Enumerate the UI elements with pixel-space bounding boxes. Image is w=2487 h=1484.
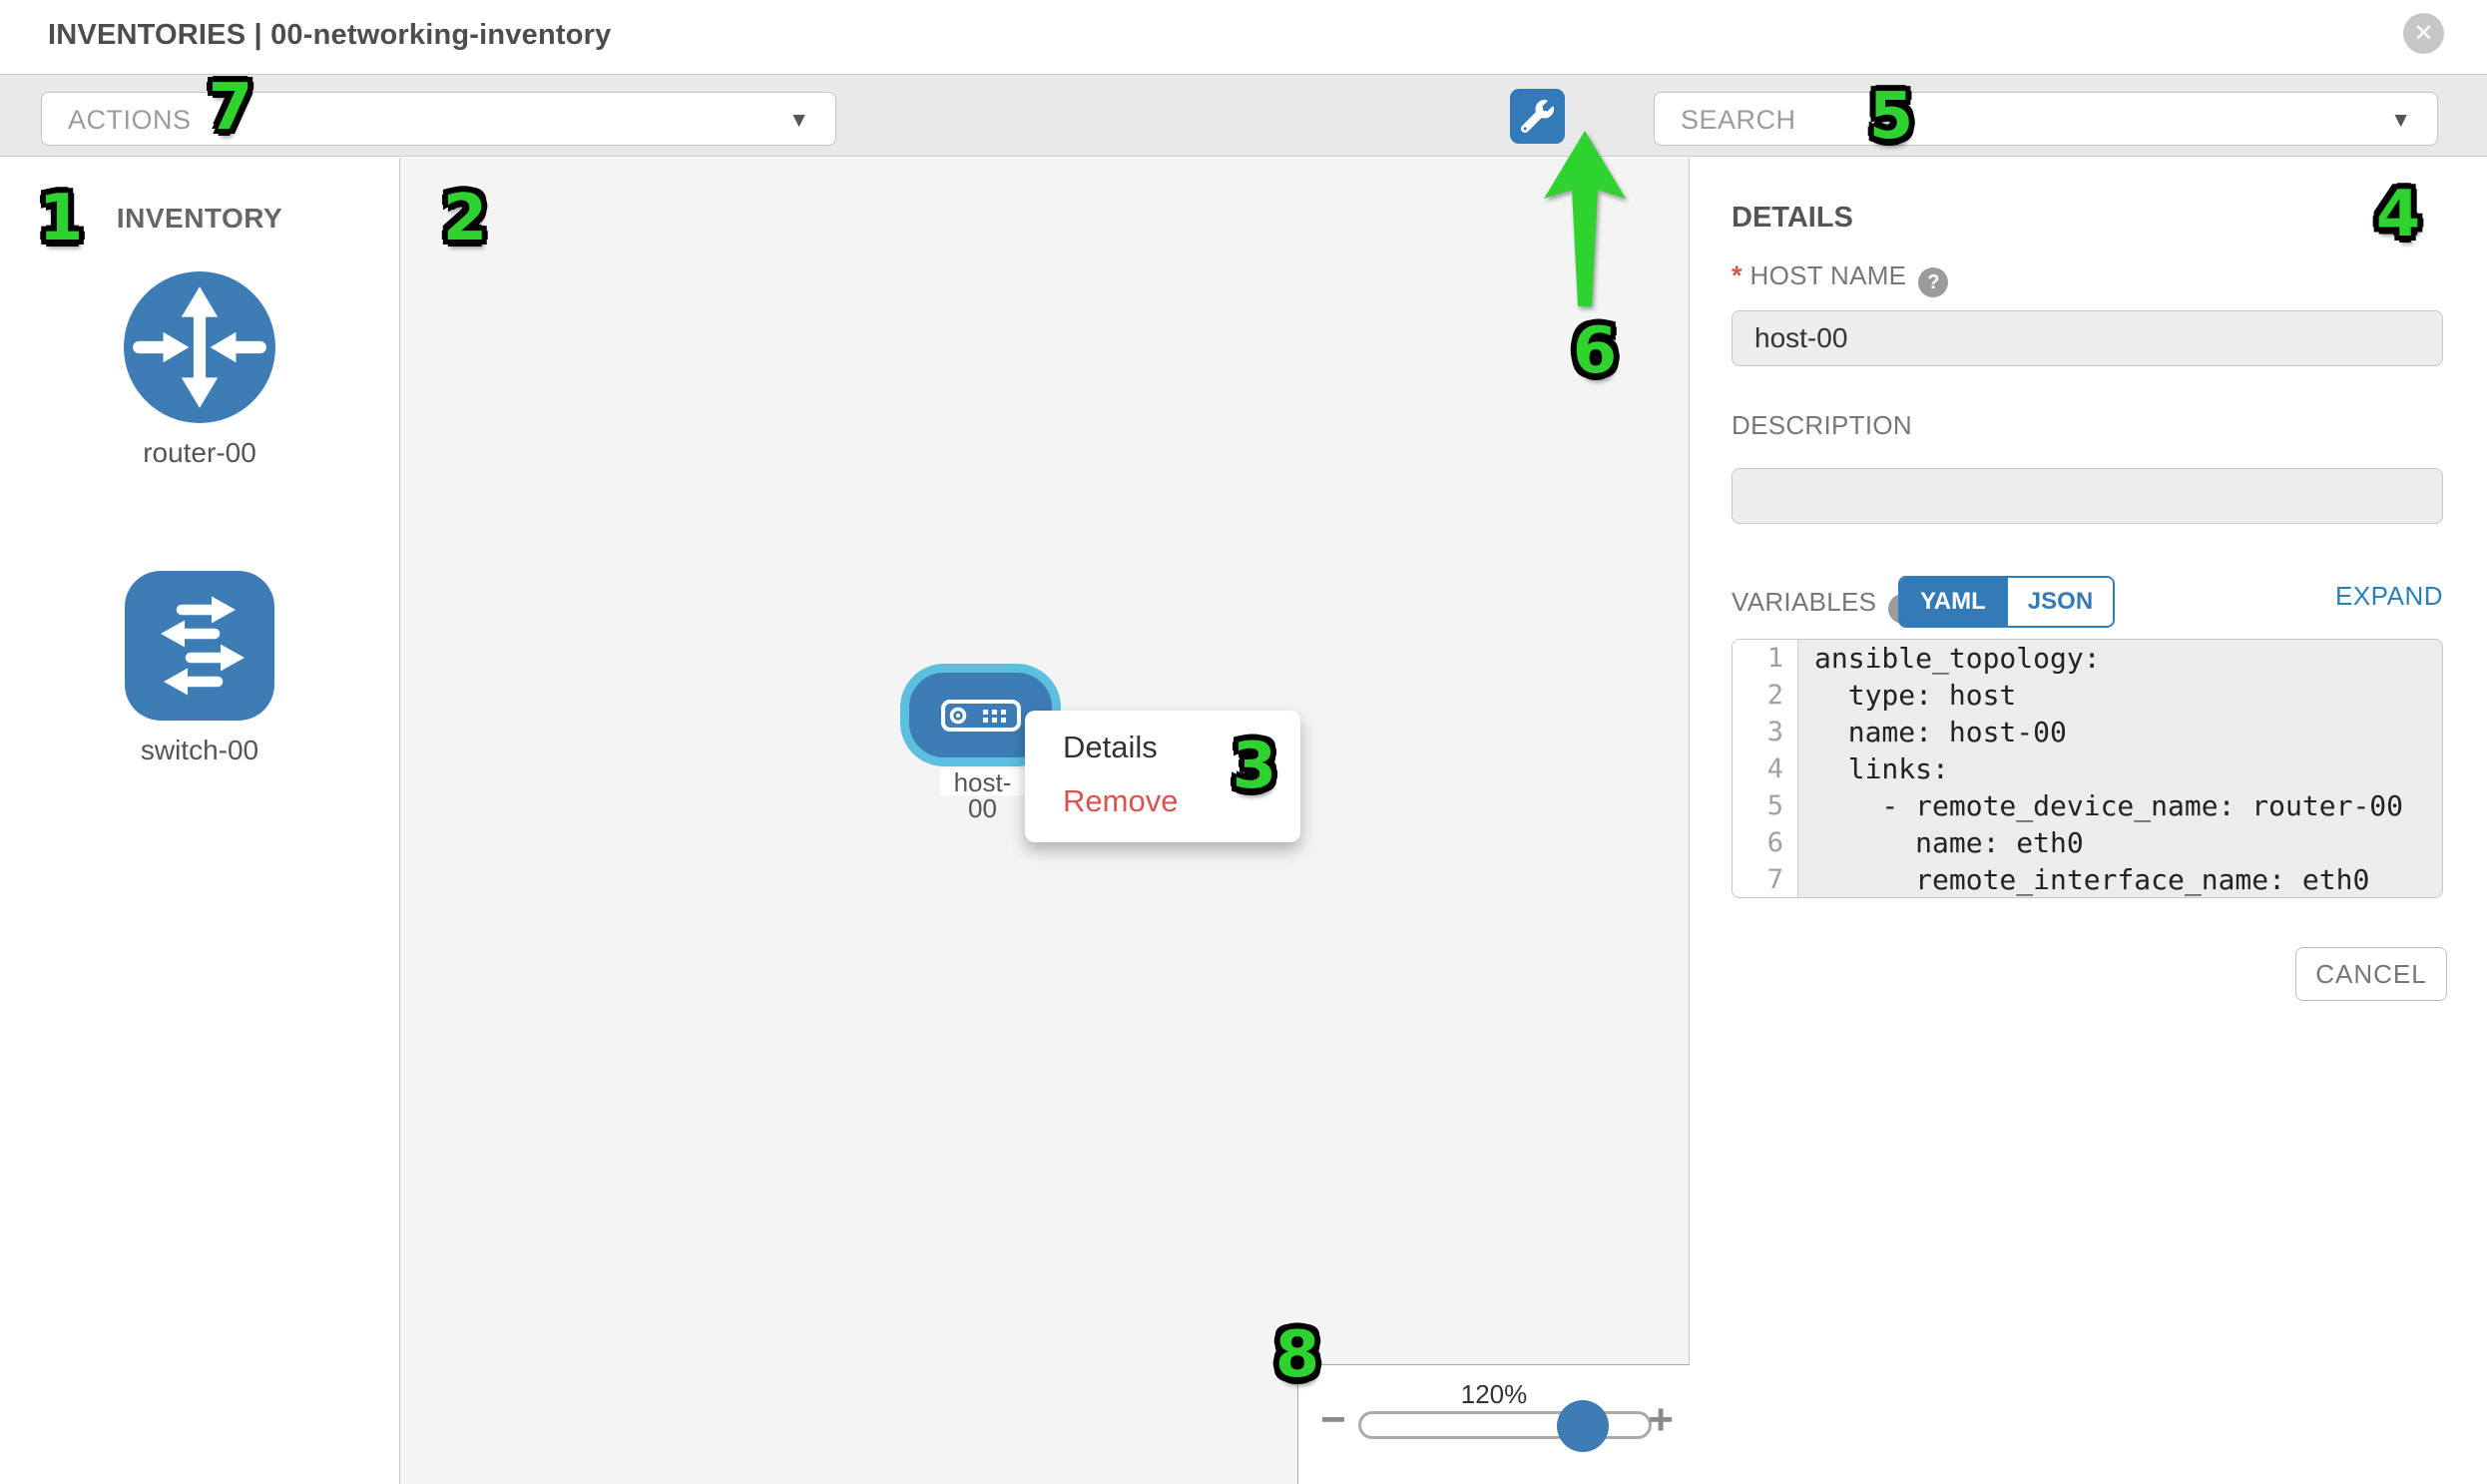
zoom-level-value: 120% [1460, 1379, 1528, 1409]
sidebar-item-label: router-00 [143, 437, 256, 468]
json-toggle-button[interactable]: JSON [2005, 578, 2114, 626]
code-line: 6 name: eth0 [1733, 824, 2442, 861]
code-line: 2 type: host [1733, 677, 2442, 714]
code-line: 4 links: [1733, 750, 2442, 787]
search-input: SEARCH [1681, 105, 1796, 135]
zoom-slider-thumb[interactable] [1557, 1400, 1609, 1452]
switch-icon [0, 571, 399, 726]
line-text: name: host-00 [1814, 716, 2067, 748]
annotation-arrow-up-icon [1532, 125, 1662, 324]
actions-dropdown[interactable]: ACTIONS ▼ [41, 92, 836, 146]
required-marker: * [1732, 260, 1742, 290]
zoom-in-button[interactable]: + [1648, 1395, 1674, 1444]
code-line: 7 remote_interface_name: eth0 [1733, 861, 2442, 897]
line-number: 4 [1733, 750, 1798, 787]
zoom-slider-track[interactable] [1358, 1400, 1652, 1452]
close-icon[interactable]: ✕ [2403, 13, 2444, 54]
line-number: 2 [1733, 677, 1798, 714]
annotation-number-7: 7 [208, 71, 253, 145]
line-text: ansible_topology: [1814, 642, 2101, 675]
line-number: 6 [1733, 824, 1798, 861]
chevron-down-icon: ▼ [2390, 109, 2411, 132]
context-menu-item-details[interactable]: Details [1063, 730, 1158, 764]
configure-tool-button[interactable] [1510, 89, 1565, 144]
annotation-number-1: 1 [38, 182, 84, 255]
line-number: 3 [1733, 714, 1798, 750]
annotation-number-3: 3 [1232, 730, 1277, 803]
inventory-heading: INVENTORY [116, 203, 283, 234]
annotation-number-2: 2 [442, 182, 488, 255]
line-number: 7 [1733, 861, 1798, 897]
line-text: name: eth0 [1814, 826, 2084, 859]
annotation-number-6: 6 [1572, 314, 1618, 388]
zoom-control-panel: 120% − + [1297, 1364, 1690, 1484]
line-text: remote_interface_name: eth0 [1814, 863, 2370, 896]
topology-canvas[interactable]: host-00 Details Remove 120% − + [400, 158, 1690, 1484]
yaml-toggle-button[interactable]: YAML [1900, 578, 2006, 626]
details-panel: DETAILS *HOST NAME? DESCRIPTION VARIABLE… [1691, 158, 2487, 1484]
page-header: INVENTORIES | 00-networking-inventory ✕ [0, 0, 2487, 74]
router-icon [0, 271, 399, 428]
sidebar-item-label: switch-00 [140, 735, 259, 765]
variables-code-editor[interactable]: 1 ansible_topology: 2 type: host 3 name: … [1732, 639, 2443, 898]
chevron-down-icon: ▼ [788, 109, 809, 132]
search-dropdown[interactable]: SEARCH ▼ [1654, 92, 2438, 146]
variables-format-toggle: YAML JSON [1898, 576, 2116, 628]
host-node-label: host-00 [940, 769, 1025, 821]
host-name-field-label-row: * HOST NAME? [1732, 260, 1949, 297]
description-label: DESCRIPTION [1732, 410, 1912, 440]
zoom-out-button[interactable]: − [1320, 1395, 1346, 1444]
line-text: - remote_device_name: router-00 [1814, 789, 2404, 822]
actions-dropdown-placeholder: ACTIONS [68, 105, 192, 135]
details-panel-title: DETAILS [1732, 202, 1853, 234]
variables-label: VARIABLES [1732, 587, 1877, 617]
context-menu-item-remove[interactable]: Remove [1063, 783, 1179, 818]
line-number: 5 [1733, 787, 1798, 824]
line-text: links: [1814, 752, 1949, 785]
description-field[interactable] [1732, 468, 2443, 524]
host-name-label: HOST NAME [1749, 260, 1907, 290]
help-icon[interactable]: ? [1918, 267, 1949, 297]
code-line: 5 - remote_device_name: router-00 [1733, 787, 2442, 824]
variables-label-row: VARIABLES? [1732, 587, 1919, 624]
host-name-field[interactable] [1732, 310, 2443, 366]
code-line: 1 ansible_topology: [1733, 640, 2442, 677]
line-number: 1 [1733, 640, 1798, 677]
line-text: type: host [1814, 679, 2017, 712]
annotation-number-8: 8 [1274, 1318, 1320, 1392]
inventory-sidebar: INVENTORY router-00 [0, 158, 400, 1484]
sidebar-item-router[interactable]: router-00 [0, 271, 399, 469]
expand-link[interactable]: EXPAND [2335, 581, 2443, 611]
code-line: 3 name: host-00 [1733, 714, 2442, 750]
cancel-button[interactable]: CANCEL [2295, 947, 2447, 1001]
toolbar: ACTIONS ▼ SEARCH ▼ [0, 74, 2487, 211]
sidebar-item-switch[interactable]: switch-00 [0, 571, 399, 766]
page-title: INVENTORIES | 00-networking-inventory [48, 19, 612, 51]
annotation-number-5: 5 [1868, 80, 1914, 154]
code-lines: 1 ansible_topology: 2 type: host 3 name: … [1733, 640, 2442, 897]
annotation-number-4: 4 [2375, 178, 2421, 251]
context-menu: Details Remove [1025, 711, 1300, 842]
